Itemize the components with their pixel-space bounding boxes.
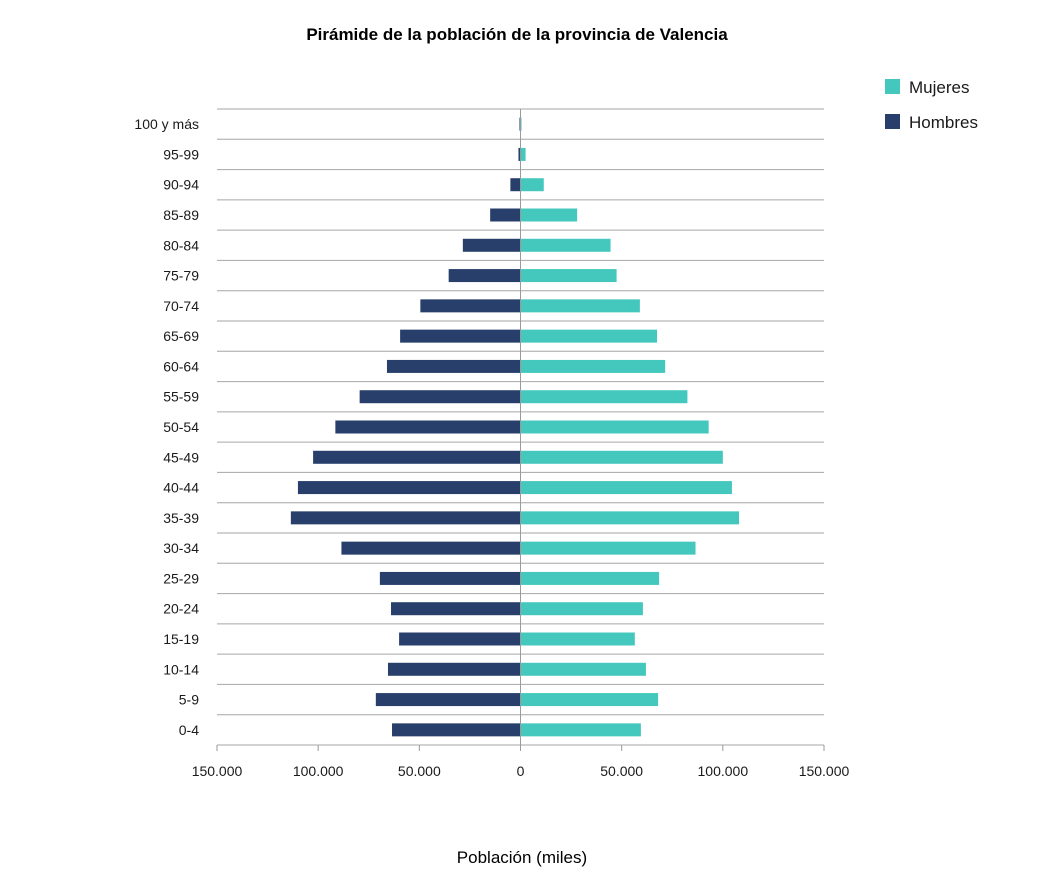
category-label: 0-4 xyxy=(179,722,199,738)
legend: Mujeres Hombres xyxy=(885,78,978,132)
legend-label-mujeres: Mujeres xyxy=(909,78,969,97)
bar-hombres-15-19 xyxy=(399,632,521,646)
x-tick-label: 100.000 xyxy=(698,763,749,779)
category-label: 20-24 xyxy=(163,601,199,617)
category-label: 100 y más xyxy=(134,116,199,132)
x-tick-labels: 150.000 100.000 50.000 0 50.000 100.000 150.00… xyxy=(192,763,850,779)
bar-mujeres-35-39 xyxy=(520,511,740,525)
bar-hombres-60-64 xyxy=(386,359,521,373)
category-label: 30-34 xyxy=(163,540,199,556)
category-label: 60-64 xyxy=(163,358,199,374)
x-tick-label: 0 xyxy=(517,763,525,779)
bar-mujeres-90-94 xyxy=(520,178,544,192)
bar-mujeres-45-49 xyxy=(520,450,723,464)
bars xyxy=(290,117,740,737)
bar-mujeres-40-44 xyxy=(520,481,732,495)
bar-mujeres-20-24 xyxy=(520,602,643,616)
bar-hombres-0-4 xyxy=(392,723,521,737)
bar-mujeres-15-19 xyxy=(520,632,635,646)
category-label: 45-49 xyxy=(163,449,199,465)
bar-hombres-40-44 xyxy=(297,481,521,495)
bar-hombres-70-74 xyxy=(420,299,521,313)
x-tick-label: 100.000 xyxy=(293,763,344,779)
bar-mujeres-85-89 xyxy=(520,208,578,222)
bar-hombres-80-84 xyxy=(462,238,521,252)
category-label: 15-19 xyxy=(163,631,199,647)
bar-mujeres-65-69 xyxy=(520,329,658,343)
bar-hombres-30-34 xyxy=(341,541,521,555)
bar-hombres-100-y-más xyxy=(519,117,521,131)
bar-hombres-45-49 xyxy=(313,450,521,464)
chart-title: Pirámide de la población de la provincia… xyxy=(306,25,728,44)
bar-hombres-95-99 xyxy=(518,147,521,161)
bar-mujeres-55-59 xyxy=(520,390,688,404)
bar-mujeres-95-99 xyxy=(520,147,526,161)
category-label: 75-79 xyxy=(163,268,199,284)
bar-mujeres-80-84 xyxy=(520,238,611,252)
category-label: 10-14 xyxy=(163,661,199,677)
category-label: 85-89 xyxy=(163,207,199,223)
legend-label-hombres: Hombres xyxy=(909,113,978,132)
bar-mujeres-75-79 xyxy=(520,269,617,283)
bar-hombres-55-59 xyxy=(359,390,521,404)
category-label: 65-69 xyxy=(163,328,199,344)
bar-mujeres-10-14 xyxy=(520,662,646,676)
x-tick-label: 50.000 xyxy=(600,763,643,779)
category-label: 25-29 xyxy=(163,570,199,586)
bar-hombres-75-79 xyxy=(448,269,521,283)
bar-mujeres-60-64 xyxy=(520,359,666,373)
bar-mujeres-100-y-más xyxy=(520,117,522,131)
legend-swatch-mujeres xyxy=(885,79,900,94)
bar-mujeres-70-74 xyxy=(520,299,640,313)
category-label: 50-54 xyxy=(163,419,199,435)
bar-mujeres-0-4 xyxy=(520,723,641,737)
x-axis-title: Población (miles) xyxy=(457,848,587,867)
category-label: 70-74 xyxy=(163,298,199,314)
axes xyxy=(216,109,825,751)
bar-hombres-65-69 xyxy=(400,329,521,343)
category-label: 95-99 xyxy=(163,146,199,162)
bar-hombres-85-89 xyxy=(490,208,521,222)
category-label: 90-94 xyxy=(163,177,199,193)
category-label: 5-9 xyxy=(179,692,199,708)
category-label: 55-59 xyxy=(163,389,199,405)
legend-swatch-hombres xyxy=(885,114,900,129)
bar-hombres-20-24 xyxy=(391,602,521,616)
x-tick-label: 150.000 xyxy=(799,763,850,779)
bar-mujeres-50-54 xyxy=(520,420,709,434)
bar-mujeres-30-34 xyxy=(520,541,696,555)
bar-hombres-10-14 xyxy=(387,662,521,676)
bar-mujeres-5-9 xyxy=(520,693,659,707)
category-label: 35-39 xyxy=(163,510,199,526)
category-label: 40-44 xyxy=(163,480,199,496)
x-tick-label: 50.000 xyxy=(398,763,441,779)
x-tick-label: 150.000 xyxy=(192,763,243,779)
bar-hombres-25-29 xyxy=(379,571,521,585)
bar-hombres-90-94 xyxy=(510,178,521,192)
bar-hombres-35-39 xyxy=(290,511,521,525)
category-label: 80-84 xyxy=(163,237,199,253)
bar-hombres-5-9 xyxy=(375,693,521,707)
bar-hombres-50-54 xyxy=(335,420,521,434)
bar-mujeres-25-29 xyxy=(520,571,660,585)
category-labels: 0-4 5-9 10-14 15-19 20-24 25-29 30-34 35-39 40-4… xyxy=(134,116,199,738)
